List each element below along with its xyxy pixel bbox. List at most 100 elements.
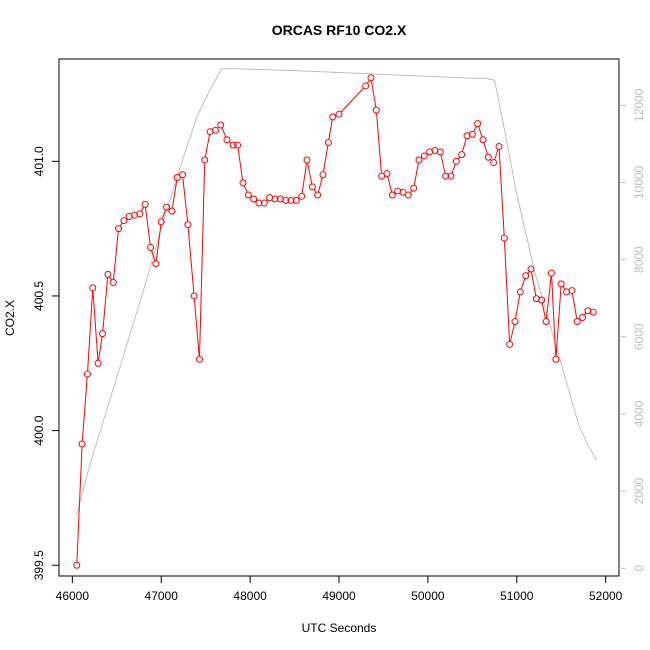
co2-line-segment: [243, 185, 248, 193]
co2-point: [211, 126, 219, 134]
co2-line-segment: [182, 177, 189, 222]
co2-line-segment: [199, 162, 206, 357]
co2-line-segment: [551, 276, 557, 357]
co2-point: [287, 196, 295, 204]
altitude-line-segment: [89, 406, 109, 465]
co2-point: [495, 143, 503, 151]
co2-line-segment: [376, 113, 382, 174]
co2-point: [420, 152, 428, 160]
altitude-line-segment: [196, 89, 211, 118]
co2-line-segment: [571, 293, 578, 319]
y2-tick-label: 6000: [632, 323, 646, 350]
plot-frame: [58, 58, 620, 577]
co2-line-segment: [366, 80, 370, 84]
co2-line-segment: [109, 276, 112, 281]
co2-point: [147, 243, 155, 251]
co2-line-segment: [340, 87, 364, 113]
co2-point: [500, 234, 508, 242]
co2-point: [490, 159, 498, 167]
y-tick-label: 400.5: [32, 281, 46, 311]
co2-point: [479, 136, 487, 144]
co2-point: [141, 200, 149, 208]
co2-point: [399, 188, 407, 196]
co2-line-segment: [161, 209, 167, 220]
co2-point: [314, 191, 322, 199]
altitude-line-segment: [485, 77, 495, 81]
y-axis-left: 399.5 400.0 400.5 401.0: [32, 146, 59, 580]
co2-line-segment: [509, 324, 515, 342]
co2-line-segment: [473, 126, 477, 132]
co2-point: [239, 179, 247, 187]
altitude-line-segment: [578, 425, 589, 446]
co2-line-segment: [92, 290, 99, 361]
co2-line-segment: [307, 162, 313, 185]
co2-point: [362, 82, 370, 90]
co2-line-segment: [140, 206, 145, 212]
altitude-line-segment: [427, 75, 473, 79]
altitude-line-segment: [107, 348, 127, 407]
co2-point: [324, 138, 332, 146]
co2-line-segment: [155, 224, 162, 261]
co2-point: [516, 288, 524, 296]
x-tick-label: 48000: [233, 589, 267, 603]
co2-line-segment: [545, 275, 552, 319]
co2-point: [542, 318, 550, 326]
altitude-line-segment: [142, 228, 162, 291]
co2-point: [94, 359, 102, 367]
altitude-line-segment: [338, 72, 384, 75]
co2-point: [89, 284, 97, 292]
co2-line-segment: [313, 189, 317, 193]
co2-line-segment: [413, 162, 419, 186]
co2-line-segment: [387, 176, 393, 193]
co2-point: [458, 151, 466, 159]
co2-series: [73, 74, 597, 569]
x-tick-label: 51000: [500, 589, 534, 603]
co2-point: [282, 196, 290, 204]
co2-point: [190, 292, 198, 300]
co2-point: [303, 156, 311, 164]
y-axis-right: 0 2000 4000 6000 8000 10000 12000: [619, 88, 646, 572]
co2-point: [511, 318, 519, 326]
co2-point: [271, 195, 279, 203]
co2-point: [538, 296, 546, 304]
co2-point: [229, 141, 237, 149]
co2-line-segment: [221, 127, 227, 138]
altitude-line-segment: [383, 73, 428, 77]
x-tick-label: 49000: [322, 589, 356, 603]
co2-line-segment: [483, 142, 488, 155]
co2-point: [436, 148, 444, 156]
altitude-line-segment: [502, 124, 518, 195]
co2-line-segment: [81, 377, 88, 442]
co2-point: [568, 287, 576, 295]
co2-line-segment: [102, 277, 109, 331]
co2-point: [404, 191, 412, 199]
co2-point: [223, 136, 231, 144]
co2-point: [308, 183, 316, 191]
chart-title: ORCAS RF10 CO2.X: [272, 22, 407, 38]
co2-point: [260, 199, 268, 207]
co2-line-segment: [562, 286, 566, 290]
co2-line-segment: [494, 149, 499, 160]
co2-point: [78, 440, 86, 448]
co2-point: [217, 121, 225, 129]
co2-line-segment: [451, 163, 456, 174]
co2-line-segment: [193, 298, 200, 357]
co2-point: [115, 225, 123, 233]
co2-line-segment: [204, 134, 211, 158]
co2-point: [367, 74, 375, 82]
x-axis-label: UTC Seconds: [302, 621, 377, 635]
co2-point: [468, 130, 476, 138]
altitude-line-segment: [209, 68, 223, 91]
co2-point: [573, 318, 581, 326]
co2-point: [522, 272, 530, 280]
y2-tick-label: 8000: [632, 246, 646, 273]
y2-tick-label: 2000: [632, 477, 646, 504]
y2-tick-label: 4000: [632, 400, 646, 427]
altitude-line-segment: [232, 68, 295, 72]
co2-point: [173, 173, 181, 181]
y-tick-label: 400.0: [32, 415, 46, 445]
co2-line-segment: [322, 145, 329, 172]
co2-point: [410, 184, 418, 192]
co2-line-segment: [478, 126, 483, 138]
co2-line-segment: [76, 447, 83, 563]
